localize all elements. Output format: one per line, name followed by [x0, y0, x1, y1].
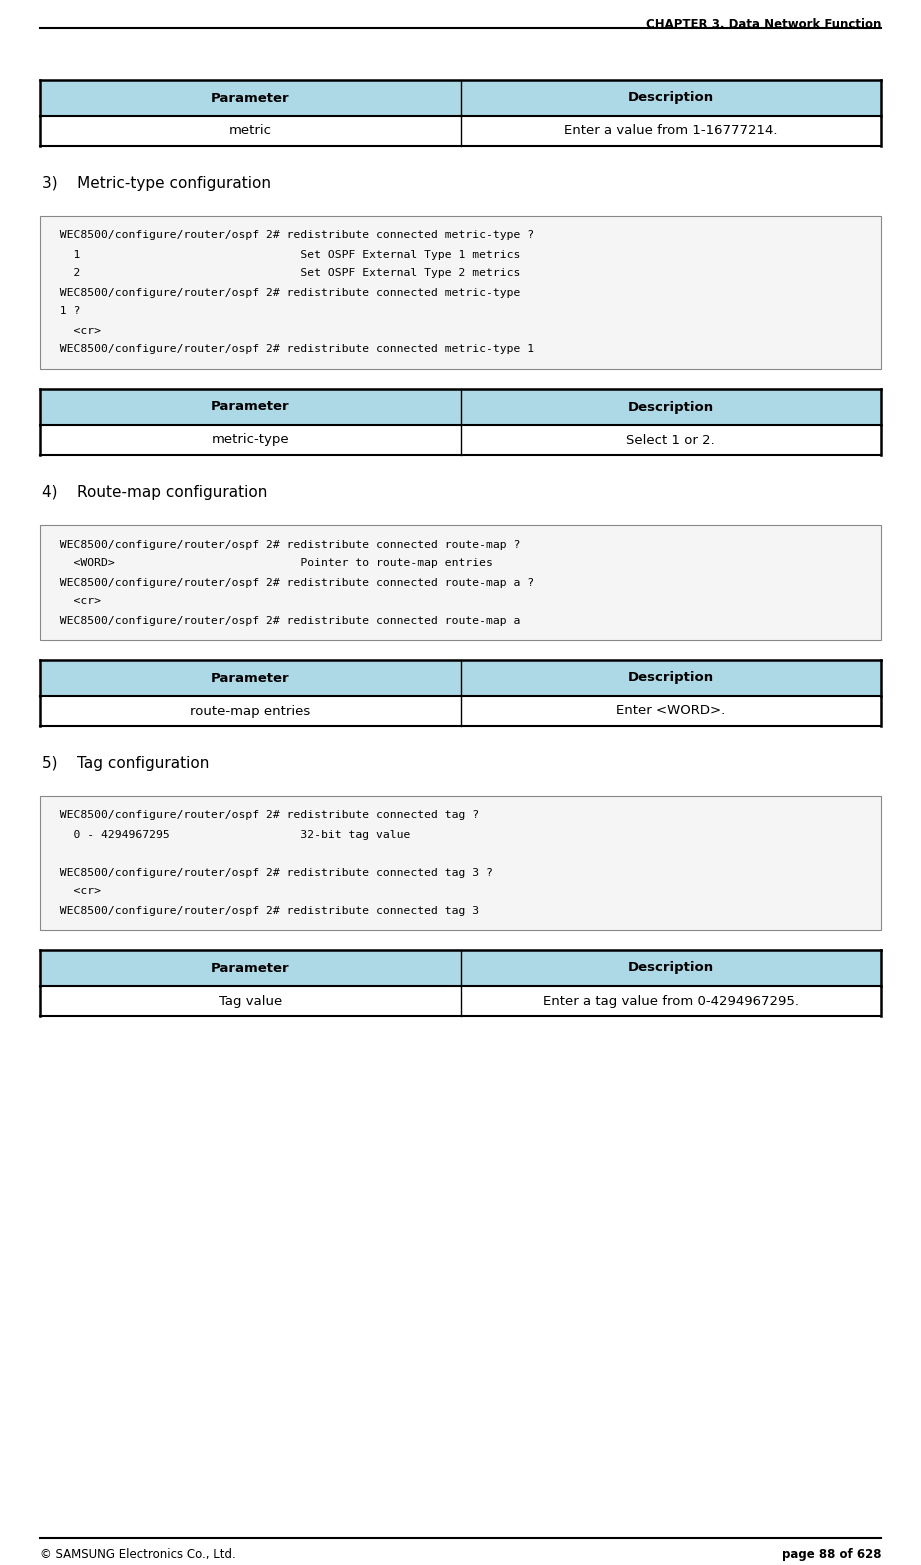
Text: WEC8500/configure/router/ospf 2# redistribute connected route-map a ?: WEC8500/configure/router/ospf 2# redistr… [46, 577, 534, 587]
Bar [40, 390, 460, 426]
Bar [40, 216, 881, 369]
Text: CHAPTER 3. Data Network Function: CHAPTER 3. Data Network Function [646, 19, 881, 31]
Text: WEC8500/configure/router/ospf 2# redistribute connected tag ?: WEC8500/configure/router/ospf 2# redistr… [46, 811, 479, 820]
Text: route-map entries: route-map entries [190, 704, 310, 717]
Text: © SAMSUNG Electronics Co., Ltd.: © SAMSUNG Electronics Co., Ltd. [40, 1548, 236, 1560]
Text: WEC8500/configure/router/ospf 2# redistribute connected metric-type 1: WEC8500/configure/router/ospf 2# redistr… [46, 344, 534, 355]
Text: WEC8500/configure/router/ospf 2# redistribute connected route-map ?: WEC8500/configure/router/ospf 2# redistr… [46, 540, 520, 549]
Text: WEC8500/configure/router/ospf 2# redistribute connected tag 3: WEC8500/configure/router/ospf 2# redistr… [46, 906, 479, 916]
Text: <cr>: <cr> [46, 886, 101, 897]
Bar [460, 660, 881, 696]
Text: Description: Description [628, 961, 714, 975]
Text: Description: Description [628, 91, 714, 105]
Text: 0 - 4294967295                   32-bit tag value: 0 - 4294967295 32-bit tag value [46, 829, 411, 839]
Text: 2                                Set OSPF External Type 2 metrics: 2 Set OSPF External Type 2 metrics [46, 269, 520, 279]
Bar [40, 524, 881, 640]
Text: WEC8500/configure/router/ospf 2# redistribute connected tag 3 ?: WEC8500/configure/router/ospf 2# redistr… [46, 867, 493, 878]
Text: 1                                Set OSPF External Type 1 metrics: 1 Set OSPF External Type 1 metrics [46, 249, 520, 260]
Text: 1 ?: 1 ? [46, 307, 80, 316]
Bar [460, 80, 881, 116]
Text: Select 1 or 2.: Select 1 or 2. [626, 434, 715, 446]
Text: WEC8500/configure/router/ospf 2# redistribute connected metric-type ?: WEC8500/configure/router/ospf 2# redistr… [46, 230, 534, 241]
Text: 4)    Route-map configuration: 4) Route-map configuration [42, 485, 267, 499]
Text: Description: Description [628, 401, 714, 413]
Text: page 88 of 628: page 88 of 628 [782, 1548, 881, 1560]
Bar [40, 797, 881, 930]
Text: 3)    Metric-type configuration: 3) Metric-type configuration [42, 175, 271, 191]
Text: Enter a tag value from 0-4294967295.: Enter a tag value from 0-4294967295. [542, 994, 799, 1008]
Bar [460, 950, 881, 986]
Text: WEC8500/configure/router/ospf 2# redistribute connected route-map a: WEC8500/configure/router/ospf 2# redistr… [46, 615, 520, 626]
Text: Parameter: Parameter [211, 961, 289, 975]
Text: Parameter: Parameter [211, 401, 289, 413]
Bar [40, 80, 460, 116]
Text: Parameter: Parameter [211, 671, 289, 684]
Text: <cr>: <cr> [46, 326, 101, 335]
Text: Enter a value from 1-16777214.: Enter a value from 1-16777214. [564, 125, 777, 138]
Text: WEC8500/configure/router/ospf 2# redistribute connected metric-type: WEC8500/configure/router/ospf 2# redistr… [46, 288, 520, 297]
Text: metric: metric [228, 125, 272, 138]
Text: Tag value: Tag value [218, 994, 282, 1008]
Text: <cr>: <cr> [46, 596, 101, 607]
Bar [40, 660, 460, 696]
Bar [40, 950, 460, 986]
Text: 5)    Tag configuration: 5) Tag configuration [42, 756, 209, 772]
Text: metric-type: metric-type [212, 434, 289, 446]
Text: <WORD>                           Pointer to route-map entries: <WORD> Pointer to route-map entries [46, 559, 493, 568]
Bar [460, 390, 881, 426]
Text: Parameter: Parameter [211, 91, 289, 105]
Text: Enter <WORD>.: Enter <WORD>. [616, 704, 726, 717]
Text: Description: Description [628, 671, 714, 684]
